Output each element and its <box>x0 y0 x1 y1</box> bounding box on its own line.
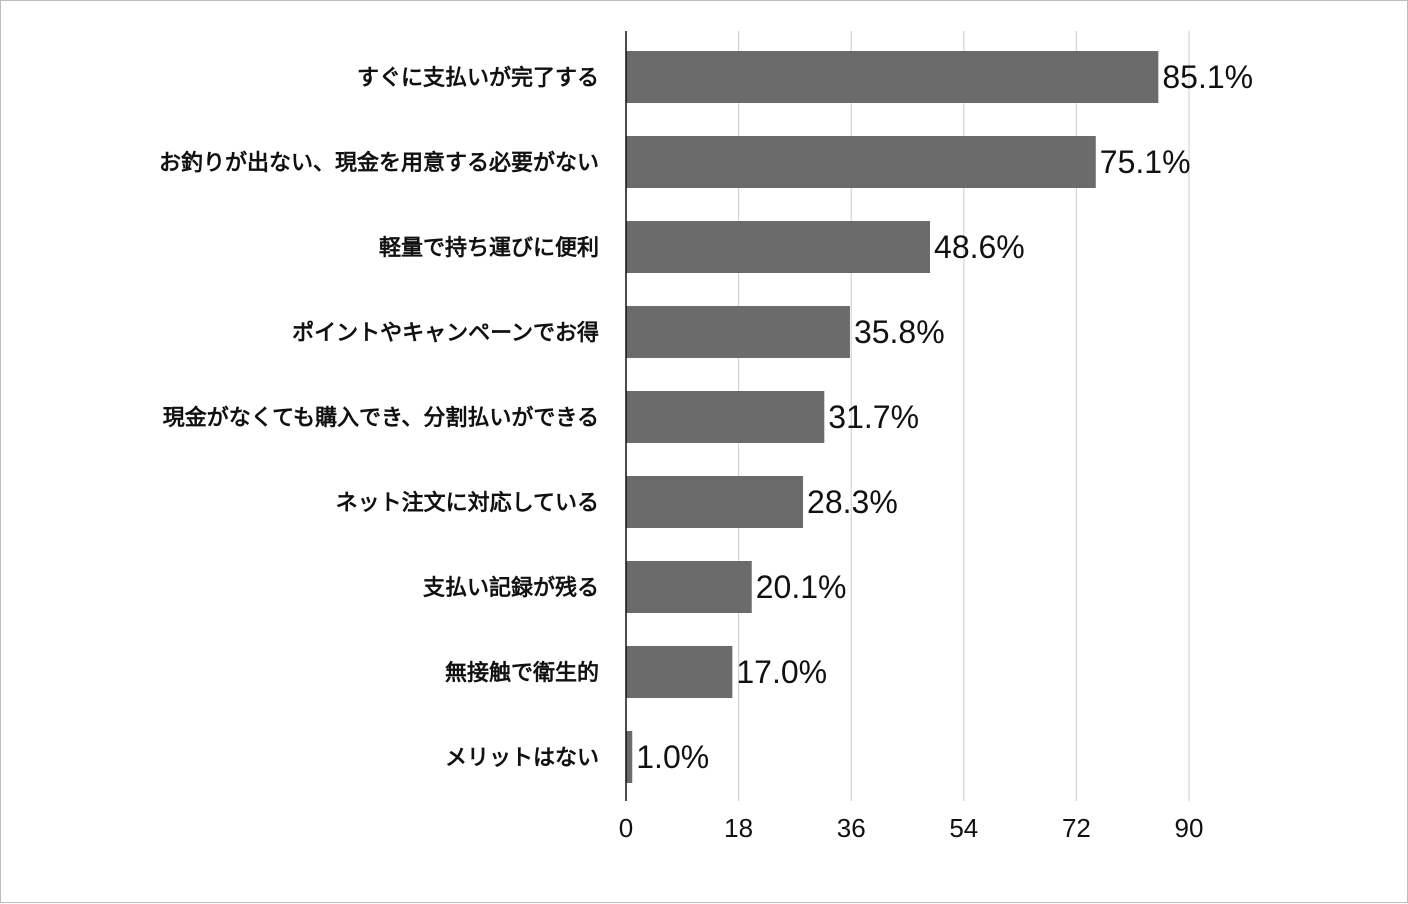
x-tick-label: 18 <box>724 813 753 843</box>
x-tick-label: 72 <box>1062 813 1091 843</box>
category-label: メリットはない <box>445 746 599 771</box>
category-label: お釣りが出ない、現金を用意する必要がない <box>159 150 599 176</box>
category-label: ポイントやキャンペーンでお得 <box>292 320 599 346</box>
data-label: 75.1% <box>1100 144 1191 180</box>
data-label: 48.6% <box>934 229 1025 265</box>
category-label: 軽量で持ち運びに便利 <box>379 235 599 261</box>
data-label: 28.3% <box>807 484 898 520</box>
data-label: 85.1% <box>1162 59 1253 95</box>
x-tick-label: 36 <box>837 813 866 843</box>
data-label: 35.8% <box>854 314 945 350</box>
category-label: 支払い記録が残る <box>423 575 599 601</box>
bar <box>626 646 733 698</box>
bar <box>626 136 1096 188</box>
category-label: 無接触で衛生的 <box>445 660 599 686</box>
data-label: 1.0% <box>636 739 709 775</box>
bar <box>626 51 1159 103</box>
category-label: ネット注文に対応している <box>336 490 599 516</box>
data-label: 17.0% <box>736 654 827 690</box>
x-tick-label: 90 <box>1175 813 1204 843</box>
bar <box>626 731 633 783</box>
category-label: すぐに支払いが完了する <box>357 65 599 91</box>
bar <box>626 221 931 273</box>
bar <box>626 391 825 443</box>
bar <box>626 306 850 358</box>
x-tick-label: 54 <box>949 813 978 843</box>
bar <box>626 476 804 528</box>
data-label: 20.1% <box>756 569 847 605</box>
category-label: 現金がなくても購入でき、分割払いができる <box>163 405 599 431</box>
x-tick-label: 0 <box>619 813 633 843</box>
data-label: 31.7% <box>828 399 919 435</box>
bar <box>626 561 752 613</box>
